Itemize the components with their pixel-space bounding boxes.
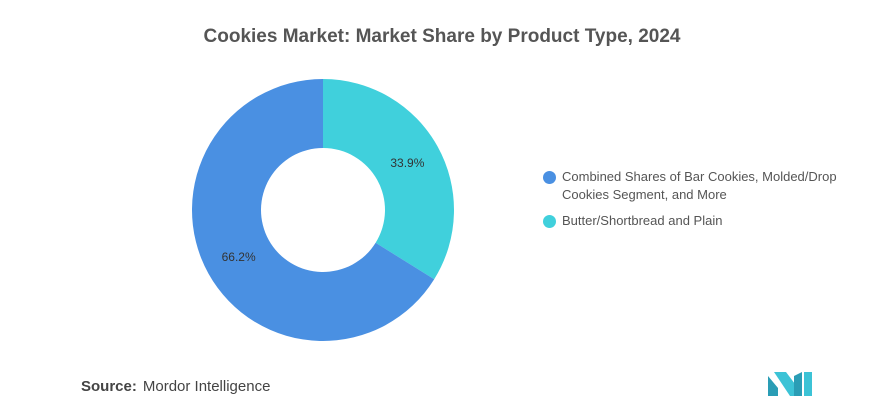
mordor-intelligence-logo-icon <box>768 372 812 396</box>
legend-item-butter: Butter/Shortbread and Plain <box>543 212 863 230</box>
donut-slices <box>192 79 455 341</box>
legend-swatch-butter <box>543 215 556 228</box>
legend-label-combined: Combined Shares of Bar Cookies, Molded/D… <box>562 169 837 202</box>
source-text: Mordor Intelligence <box>142 378 271 395</box>
source-note: Source: Mordor Intelligence <box>81 378 270 395</box>
legend-swatch-combined <box>543 171 556 184</box>
legend: Combined Shares of Bar Cookies, Molded/D… <box>543 168 863 238</box>
slice-butter <box>323 79 455 280</box>
legend-item-combined: Combined Shares of Bar Cookies, Molded/D… <box>543 168 863 204</box>
source-label: Source: <box>81 378 137 395</box>
chart-title: Cookies Market: Market Share by Product … <box>203 26 681 47</box>
data-labels: 33.9% 66.2% <box>222 156 425 264</box>
slice-combined <box>192 79 435 341</box>
data-label-butter: 33.9% <box>390 156 424 170</box>
legend-label-butter: Butter/Shortbread and Plain <box>562 213 723 228</box>
data-label-combined: 66.2% <box>222 250 256 264</box>
